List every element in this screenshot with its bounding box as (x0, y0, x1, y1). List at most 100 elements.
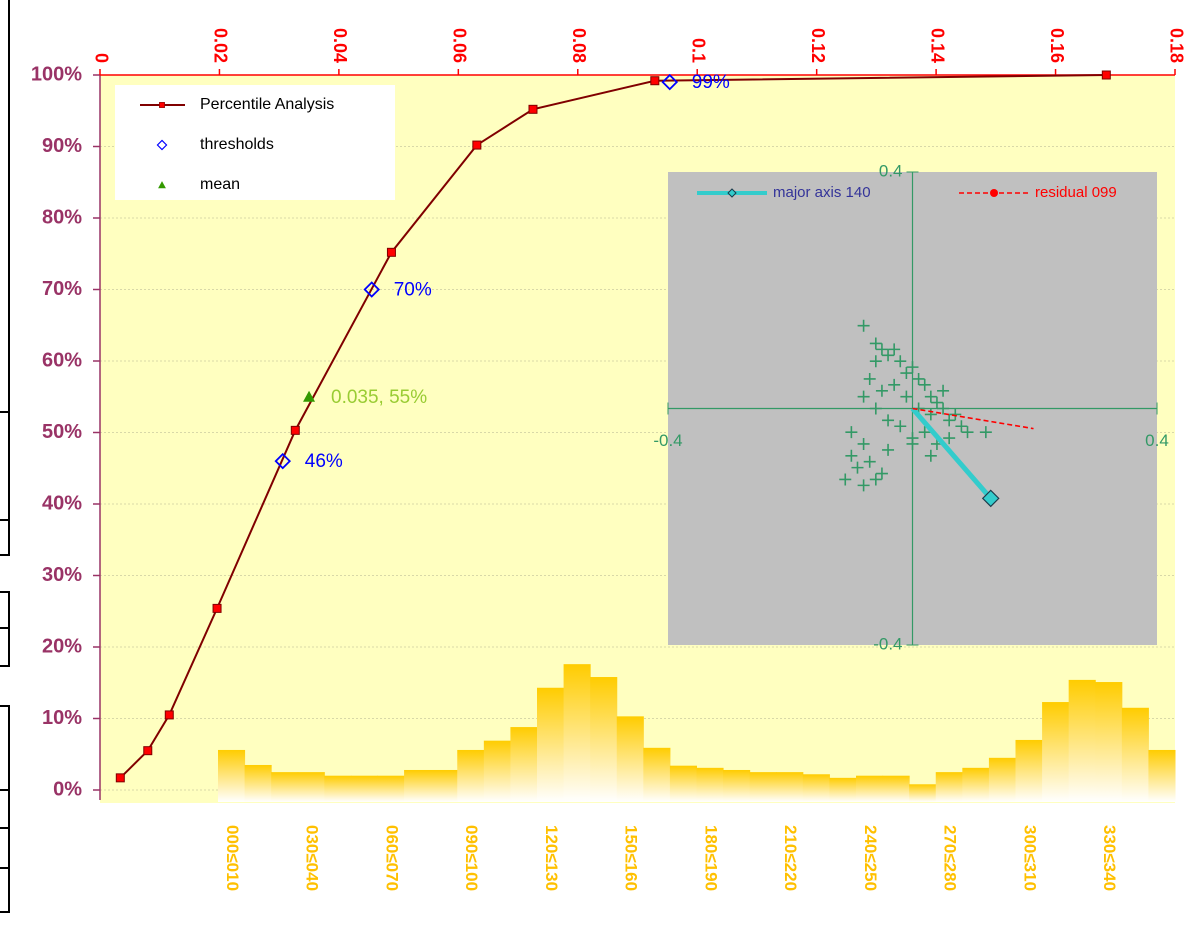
x-tick-label: 0.1 (688, 38, 708, 63)
marker (882, 443, 895, 456)
marker (900, 390, 913, 403)
marker (303, 390, 316, 402)
bar (696, 767, 724, 802)
bar (802, 774, 830, 802)
marker (981, 489, 1000, 508)
y-tick-label: 0.4 (879, 161, 903, 180)
value-label: 46% (305, 451, 343, 472)
y-tick-label: 60% (42, 349, 82, 371)
y-tick-label: 30% (42, 564, 82, 586)
marker (290, 425, 300, 435)
bar (404, 769, 432, 802)
bar (749, 772, 777, 802)
marker (869, 337, 882, 350)
marker (882, 414, 895, 427)
y-tick-label: 70% (42, 278, 82, 300)
bar (882, 775, 910, 802)
marker (888, 378, 901, 391)
marker (839, 473, 852, 486)
series-line (119, 74, 1107, 779)
bar (909, 784, 937, 802)
left-edge-decoration (0, 0, 10, 913)
bar (297, 772, 325, 802)
marker (912, 372, 925, 385)
marker (869, 473, 882, 486)
legend-marker (727, 188, 737, 198)
bar (962, 767, 990, 802)
bar (723, 769, 751, 802)
marker (1101, 70, 1111, 80)
y-tick-label: -0.4 (873, 634, 902, 653)
x-tick-label: 0.12 (808, 28, 828, 63)
category-label: 000≤010 (223, 825, 242, 891)
x-tick-label: 0.18 (1166, 28, 1186, 63)
marker (979, 426, 992, 439)
y-tick-label: 0% (53, 778, 82, 800)
marker (159, 102, 165, 108)
x-tick-label: 0.08 (569, 28, 589, 63)
marker (924, 449, 937, 462)
x-tick-label: 0.02 (211, 28, 231, 63)
bar (616, 716, 644, 802)
marker (863, 372, 876, 385)
marker (158, 181, 166, 189)
marker (882, 349, 895, 362)
bar (776, 772, 804, 802)
marker (900, 367, 913, 380)
marker (918, 426, 931, 439)
y-tick-label: 20% (42, 635, 82, 657)
marker (472, 140, 482, 150)
bar (324, 775, 352, 802)
value-label: 99% (692, 72, 730, 93)
marker (937, 402, 950, 415)
marker (894, 355, 907, 368)
bar (244, 764, 272, 802)
marker (943, 432, 956, 445)
y-tick-label: 100% (31, 63, 82, 85)
y-tick-label: 40% (42, 492, 82, 514)
bar (643, 747, 671, 802)
marker (857, 390, 870, 403)
legend-label: mean (200, 176, 240, 193)
bar (1068, 679, 1096, 802)
x-tick-label: 0 (91, 53, 111, 63)
marker (528, 104, 538, 114)
marker (857, 319, 870, 332)
marker (894, 420, 907, 433)
marker (851, 461, 864, 474)
bar (669, 765, 697, 802)
marker (869, 402, 882, 415)
marker (949, 408, 962, 421)
bar (1042, 702, 1070, 802)
marker (650, 76, 660, 86)
marker (164, 710, 174, 720)
percentile-plot: 46% 70% 99% 0.035, 55% (115, 70, 1111, 783)
marker (924, 408, 937, 421)
marker (875, 384, 888, 397)
marker (906, 437, 919, 450)
bar (590, 677, 618, 802)
category-label: 120≤130 (542, 825, 561, 891)
category-label: 330≤340 (1100, 825, 1119, 891)
marker (875, 343, 888, 356)
x-tick-label: 0.14 (927, 28, 947, 63)
inset-scatter: -0.4 0.4 -0.4 0.4 major axis 140 residual 099 (653, 161, 1168, 653)
y-tick-label: 90% (42, 135, 82, 157)
bar (350, 775, 378, 802)
bar (510, 727, 538, 802)
y-tick-label: 10% (42, 707, 82, 729)
marker (661, 73, 679, 91)
marker (955, 420, 968, 433)
category-label: 300≤310 (1020, 825, 1039, 891)
marker (143, 746, 153, 756)
category-label: 210≤220 (781, 825, 800, 891)
marker (156, 139, 168, 151)
marker (943, 414, 956, 427)
marker (863, 455, 876, 468)
bar (856, 775, 884, 802)
marker (961, 426, 974, 439)
legend-label: major axis 140 (773, 184, 871, 201)
category-label: 150≤160 (622, 825, 641, 891)
y-tick-label: 80% (42, 206, 82, 228)
x-tick-label: 0.4 (1145, 431, 1169, 450)
